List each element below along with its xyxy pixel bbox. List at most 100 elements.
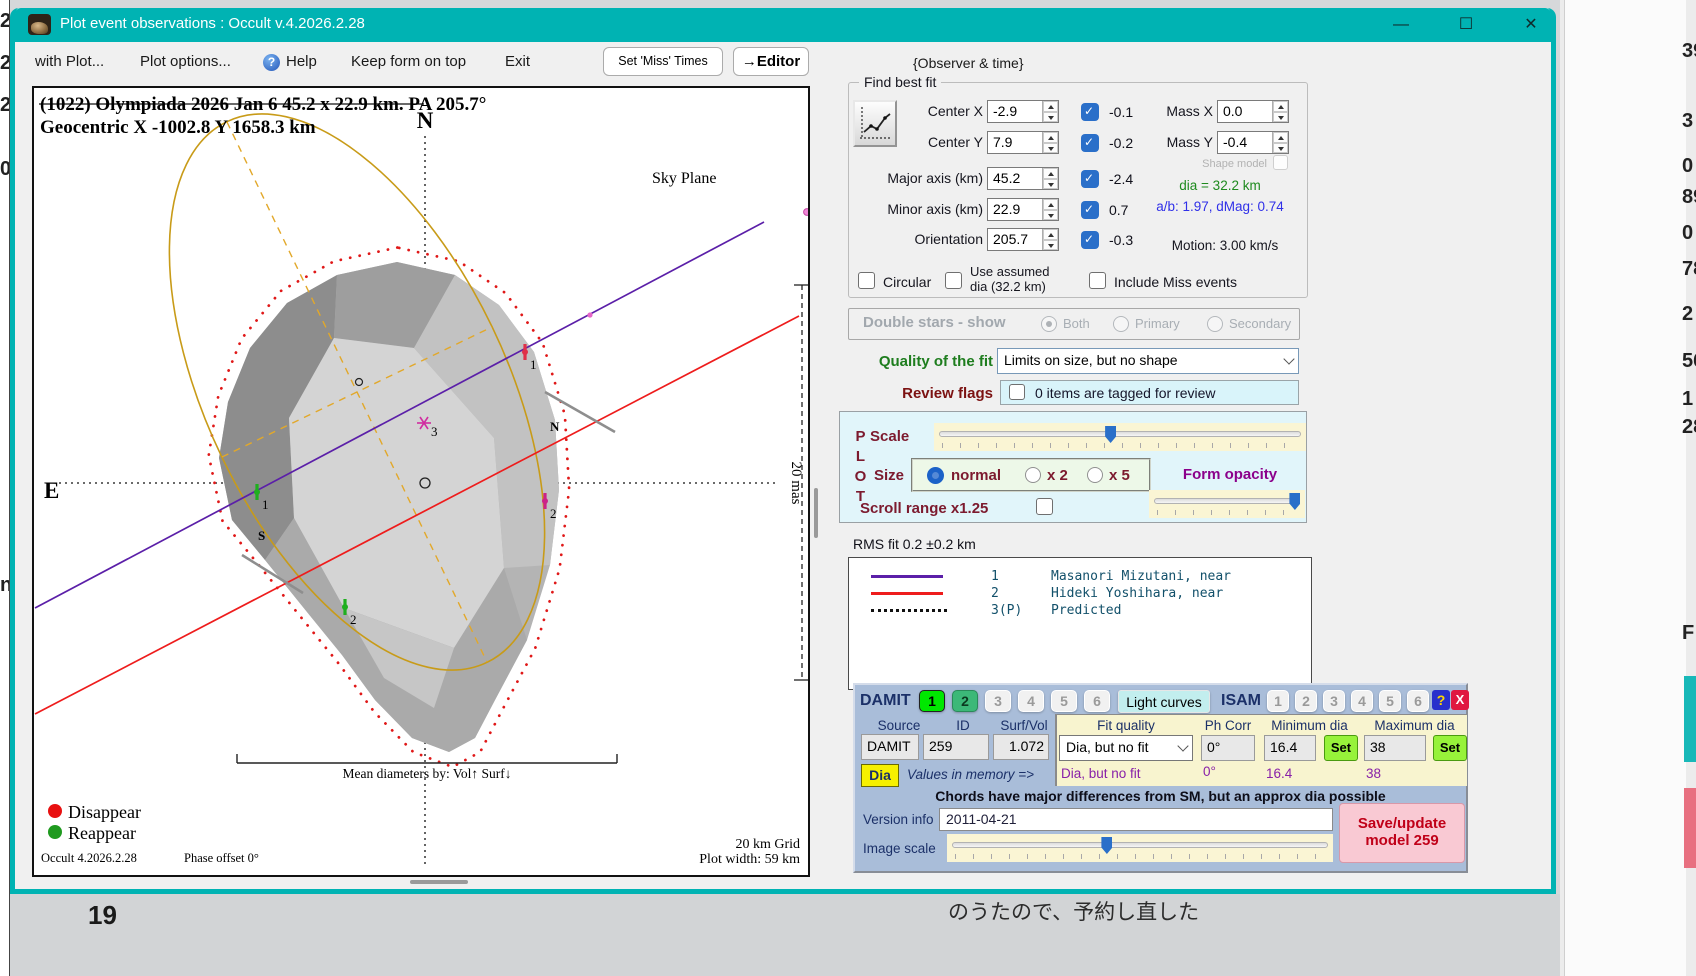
center-y-checkbox[interactable] — [1081, 134, 1099, 152]
bg-fragment: 2 — [0, 94, 10, 117]
save-update-button[interactable]: Save/update model 259 — [1339, 803, 1465, 863]
shape-model-checkbox[interactable] — [1273, 155, 1288, 170]
sky-plot-canvas: (1022) Olympiada 2026 Jan 6 45.2 x 22.9 … — [34, 88, 808, 875]
damit-model-6-button[interactable]: 6 — [1084, 690, 1110, 712]
set-miss-times-button[interactable]: Set 'Miss' Times — [603, 47, 723, 76]
image-scale-slider[interactable] — [947, 834, 1333, 862]
damit-help-button[interactable]: ? — [1432, 690, 1450, 710]
predicted-legend-line — [871, 609, 947, 612]
opacity-slider-thumb[interactable] — [1289, 493, 1300, 510]
size-normal-radio[interactable] — [927, 467, 944, 484]
center-x-spinner[interactable] — [1042, 101, 1058, 122]
damit-model-1-button[interactable]: 1 — [919, 690, 945, 712]
minor-axis-label: Minor axis (km) — [855, 201, 983, 217]
damit-model-2-button[interactable]: 2 — [952, 690, 978, 712]
reappear-dot — [48, 825, 62, 839]
image-scale-thumb[interactable] — [1101, 837, 1112, 854]
observer-row[interactable]: 3(P) Predicted — [849, 602, 1311, 619]
help-icon — [263, 54, 280, 71]
minor-axis-checkbox[interactable] — [1081, 201, 1099, 219]
maximize-button[interactable]: ☐ — [1449, 11, 1483, 39]
major-axis-checkbox[interactable] — [1081, 170, 1099, 188]
isam-model-1-button[interactable]: 1 — [1267, 690, 1289, 712]
center-x-checkbox[interactable] — [1081, 103, 1099, 121]
scale-slider-track — [939, 431, 1301, 437]
isam-model-5-button[interactable]: 5 — [1379, 690, 1401, 712]
light-curves-button[interactable]: Light curves — [1118, 690, 1210, 713]
form-opacity-slider[interactable] — [1149, 490, 1305, 518]
size-x2-radio[interactable] — [1025, 467, 1041, 483]
image-scale-label: Image scale — [863, 841, 936, 856]
double-secondary-radio[interactable] — [1207, 316, 1223, 332]
title-bar[interactable]: Plot event observations : Occult v.4.202… — [15, 8, 1551, 42]
scale-slider[interactable] — [934, 423, 1306, 451]
observer-row[interactable]: 2 Hideki Yoshihara, near — [849, 585, 1311, 602]
col-id: ID — [933, 718, 993, 733]
minor-axis-spinner[interactable] — [1042, 199, 1058, 220]
mass-y-spinner[interactable] — [1272, 132, 1288, 153]
minor-axis-input[interactable]: 22.9 — [987, 198, 1059, 221]
window-title: Plot event observations : Occult v.4.202… — [60, 15, 365, 32]
axis-ratio-readout: a/b: 1.97, dMag: 0.74 — [1105, 199, 1335, 214]
observer-row[interactable]: 1 Masanori Mizutani, near — [849, 568, 1311, 585]
double-primary-radio[interactable] — [1113, 316, 1129, 332]
isam-model-3-button[interactable]: 3 — [1323, 690, 1345, 712]
include-miss-checkbox[interactable] — [1089, 272, 1106, 289]
menu-help[interactable]: Help — [286, 53, 317, 70]
observer-list[interactable]: 1 Masanori Mizutani, near 2 Hideki Yoshi… — [848, 557, 1312, 690]
menu-keep-on-top[interactable]: Keep form on top — [351, 53, 466, 70]
circular-checkbox[interactable] — [858, 272, 875, 289]
menu-exit[interactable]: Exit — [505, 53, 530, 70]
minimize-button[interactable]: — — [1384, 11, 1418, 39]
center-y-input[interactable]: 7.9 — [987, 131, 1059, 154]
damit-model-5-button[interactable]: 5 — [1051, 690, 1077, 712]
set-max-dia-button[interactable]: Set — [1433, 735, 1467, 761]
editor-label: →Editor — [742, 53, 800, 70]
damit-close-button[interactable]: X — [1451, 690, 1469, 710]
mass-y-input[interactable]: -0.4 — [1217, 131, 1289, 154]
bg-fragment: 0 — [1682, 222, 1693, 245]
size-x5-radio[interactable] — [1087, 467, 1103, 483]
menu-plot-options[interactable]: Plot options... — [140, 53, 231, 70]
plot-vertical-scrollbar[interactable] — [814, 488, 818, 538]
isam-model-2-button[interactable]: 2 — [1295, 690, 1317, 712]
center-x-input[interactable]: -2.9 — [987, 100, 1059, 123]
mass-x-spinner[interactable] — [1272, 101, 1288, 122]
scroll-range-checkbox[interactable] — [1036, 498, 1053, 515]
close-button[interactable]: ✕ — [1514, 11, 1548, 39]
chord-point-dot — [587, 312, 592, 317]
mass-x-input[interactable]: 0.0 — [1217, 100, 1289, 123]
set-min-dia-button[interactable]: Set — [1324, 735, 1358, 761]
review-flags-checkbox[interactable] — [1009, 384, 1025, 400]
phase-offset-label: Phase offset 0° — [184, 851, 259, 865]
orientation-checkbox[interactable] — [1081, 231, 1099, 249]
major-axis-spinner[interactable] — [1042, 168, 1058, 189]
minor-axis-value: 22.9 — [993, 201, 1020, 217]
isam-model-4-button[interactable]: 4 — [1351, 690, 1373, 712]
editor-button[interactable]: →Editor — [733, 47, 809, 76]
center-y-spinner[interactable] — [1042, 132, 1058, 153]
double-stars-title: Double stars - show — [863, 314, 1006, 331]
orientation-spinner[interactable] — [1042, 229, 1058, 250]
orientation-input[interactable]: 205.7 — [987, 228, 1059, 251]
version-info-field[interactable]: 2011-04-21 — [939, 808, 1333, 831]
damit-model-4-button[interactable]: 4 — [1018, 690, 1044, 712]
mass-y-label: Mass Y — [1155, 134, 1213, 150]
damit-model-3-button[interactable]: 3 — [985, 690, 1011, 712]
double-both-radio[interactable] — [1041, 316, 1057, 332]
major-axis-input[interactable]: 45.2 — [987, 167, 1059, 190]
ph-corr-value: 0° — [1207, 739, 1220, 755]
menu-with-plot[interactable]: with Plot... — [35, 53, 104, 70]
bg-fragment: 0 — [0, 158, 10, 181]
scale-slider-thumb[interactable] — [1105, 426, 1116, 443]
center-x-residual: -0.1 — [1109, 104, 1133, 120]
sky-plane-plot[interactable]: (1022) Olympiada 2026 Jan 6 45.2 x 22.9 … — [32, 86, 810, 877]
set-min-label: Set — [1331, 740, 1351, 755]
quality-of-fit-select[interactable]: Limits on size, but no shape — [997, 348, 1299, 374]
isam-model-6-button[interactable]: 6 — [1407, 690, 1429, 712]
surf-vol-cell: 1.072 — [993, 734, 1049, 760]
motion-readout: Motion: 3.00 km/s — [1135, 238, 1315, 253]
plot-horizontal-scrollbar[interactable] — [410, 880, 468, 884]
fit-quality-select[interactable]: Dia, but no fit — [1059, 735, 1193, 761]
use-assumed-dia-checkbox[interactable] — [945, 272, 962, 289]
